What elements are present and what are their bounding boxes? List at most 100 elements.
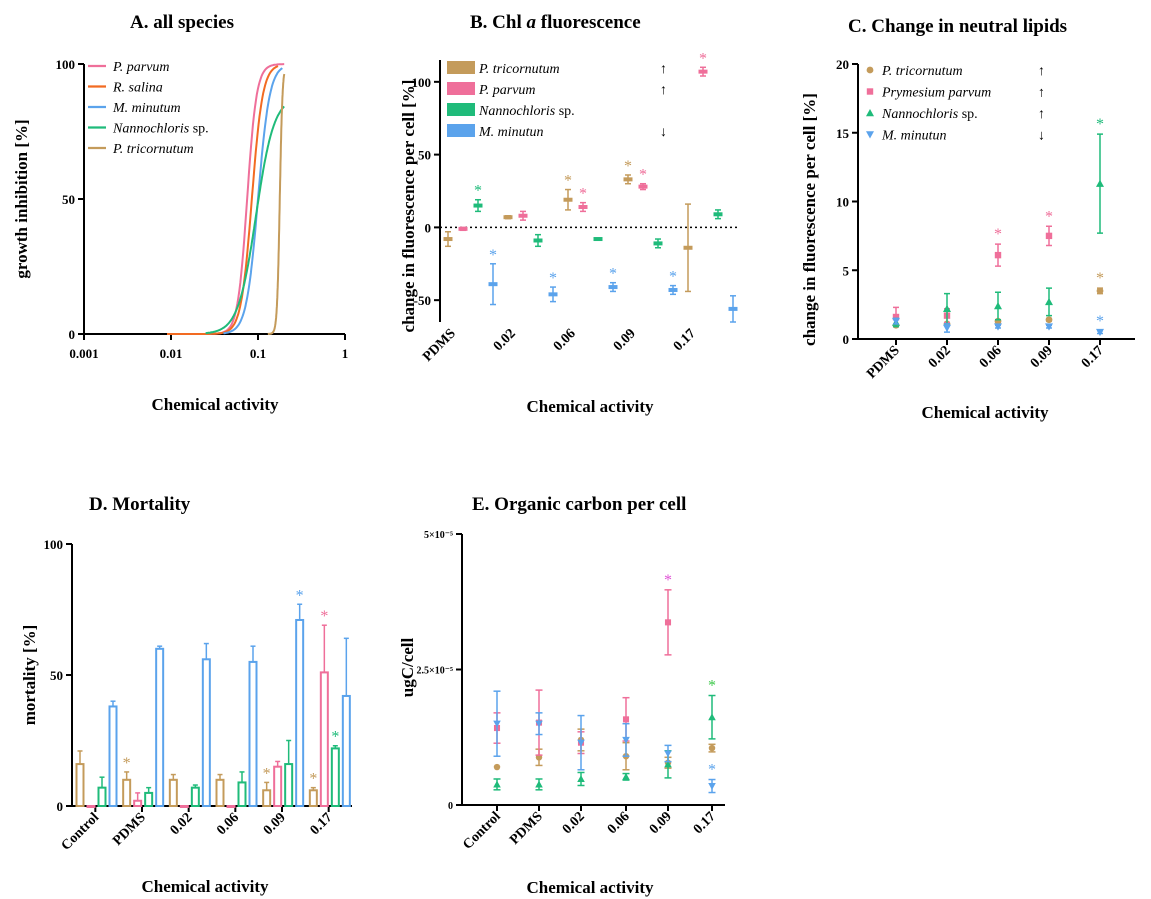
x-tick-label: 0.17 (1079, 343, 1107, 371)
error-bar (275, 760, 281, 768)
legend-label: Nannochloris sp. (112, 122, 209, 137)
error-bar (460, 226, 466, 232)
legend-marker (866, 66, 874, 74)
bar (341, 694, 351, 808)
data-point (708, 744, 716, 752)
data-point (535, 780, 543, 788)
bar (319, 671, 329, 807)
error-bar (595, 237, 601, 241)
y-tick-label: 10 (836, 195, 849, 210)
significance-marker: * (331, 729, 339, 746)
significance-marker: * (309, 771, 317, 788)
x-tick-label: 0.17 (308, 810, 336, 838)
panel-d-mortality: D. Mortality 0 50 100 Control PDMS 0.02 0.06 0.0… (20, 494, 352, 896)
x-tick-label: PDMS (110, 810, 149, 849)
error-bar (124, 771, 130, 781)
error-bar (217, 773, 223, 781)
y-tick-label: -50 (414, 293, 431, 308)
y-tick-label: 5×10⁻⁵ (424, 530, 453, 541)
error-bar (110, 700, 116, 708)
legend-arrow: ↑ (1038, 64, 1045, 79)
panel-a-growth-inhibition: A. all species 0.001 0.01 0.1 1 0 50 100 Chemica… (12, 12, 348, 414)
bar (190, 786, 200, 807)
significance-marker: * (579, 186, 587, 203)
error-bar (286, 739, 292, 765)
error-bar (157, 645, 163, 650)
y-tick-label: 100 (44, 537, 64, 552)
legend-marker (866, 88, 874, 95)
x-tick-label: 0.09 (1028, 343, 1056, 371)
error-bar (203, 642, 209, 661)
bar (179, 805, 189, 808)
bar (308, 789, 318, 808)
data-point (622, 773, 630, 780)
data-point (892, 317, 900, 326)
data-point (493, 720, 501, 728)
y-axis-label: ugC/cell (398, 637, 417, 697)
panel-c-title: C. Change in neutral lipids (848, 16, 1067, 37)
significance-marker: * (549, 270, 557, 287)
data-point (664, 619, 672, 626)
x-tick-label: 0.17 (671, 326, 699, 354)
y-tick-label: 2.5×10⁻⁵ (417, 666, 453, 677)
bar (273, 765, 283, 808)
error-bar (310, 786, 316, 792)
significance-marker: * (123, 755, 131, 772)
data-point (1096, 287, 1104, 295)
error-bar (715, 209, 721, 220)
significance-marker: * (474, 183, 482, 200)
x-axis-label: Chemical activity (152, 395, 279, 414)
error-bar (565, 188, 571, 211)
legend-label: P. tricornutum (112, 142, 194, 157)
legend-label: M. minutun (881, 129, 947, 144)
legend-arrow: ↑ (1038, 107, 1045, 122)
x-tick-label: PDMS (864, 343, 903, 382)
x-tick-label: 0.09 (647, 809, 675, 837)
significance-marker: * (1045, 208, 1053, 225)
y-tick-label: 0 (69, 327, 76, 342)
y-axis-label: change in fluorescence per cell [%] (399, 80, 418, 333)
error-bar (520, 210, 526, 221)
data-point (943, 304, 951, 312)
data-point (994, 302, 1002, 310)
error-bar (239, 771, 245, 784)
significance-marker: * (263, 765, 271, 782)
panel-e-organic-carbon: E. Organic carbon per cell 0 2.5×10⁻⁵ 5×10⁻… (398, 494, 725, 897)
error-bar (550, 286, 556, 303)
legend-label: Nannochloris sp. (881, 107, 978, 122)
bar (144, 791, 154, 808)
bar (237, 781, 247, 807)
bar (295, 618, 305, 807)
x-tick-label: 0.02 (926, 343, 954, 371)
panel-d-title: D. Mortality (89, 494, 191, 515)
bar (75, 763, 85, 808)
significance-marker: * (699, 50, 707, 67)
data-point (577, 775, 585, 783)
y-tick-label: 0 (843, 332, 850, 347)
legend-marker (866, 131, 874, 139)
bar (108, 705, 118, 807)
x-tick-label: Control (59, 810, 103, 854)
bar-body (639, 187, 648, 228)
data-point (622, 716, 630, 723)
error-bar (490, 263, 496, 306)
legend-label: R. salina (112, 81, 163, 96)
significance-marker: * (609, 266, 617, 283)
y-tick-label: 50 (418, 148, 431, 163)
error-bar (475, 198, 481, 213)
error-bar (625, 174, 631, 185)
x-tick-label: 0.02 (168, 810, 196, 838)
legend-label: P. parvum (478, 83, 536, 98)
data-point (994, 323, 1002, 331)
x-tick-label: 0.1 (250, 346, 266, 361)
data-point (708, 782, 716, 790)
error-bar (610, 281, 616, 293)
y-tick-label: 100 (412, 75, 432, 90)
x-tick-label: 0.06 (977, 343, 1005, 371)
y-tick-label: 15 (836, 126, 850, 141)
x-axis-label: Chemical activity (922, 403, 1049, 422)
legend-swatch (447, 103, 475, 116)
bar (215, 778, 225, 807)
panel-b-title: B. Chl a fluorescence (470, 12, 641, 33)
data-point (493, 780, 501, 788)
